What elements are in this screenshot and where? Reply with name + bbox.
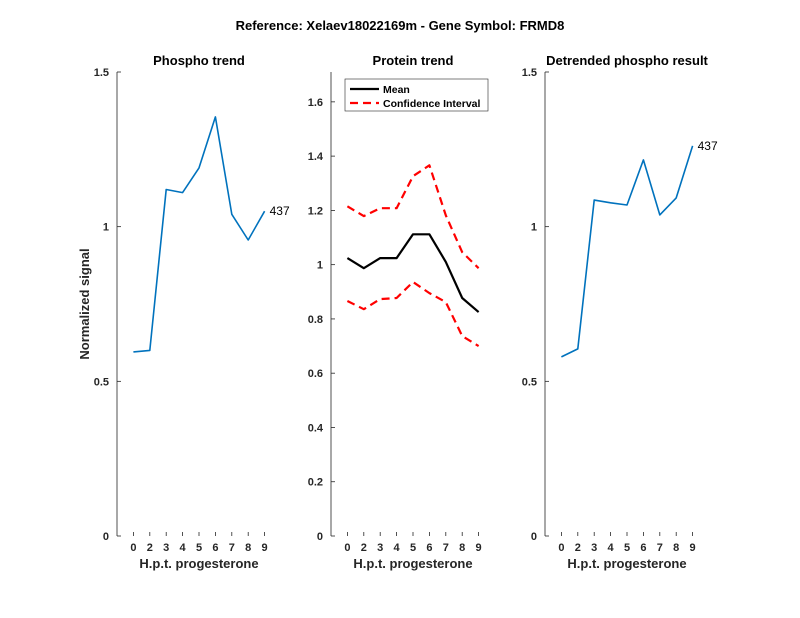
x-tick-label: 4 bbox=[394, 542, 401, 554]
y-tick-label: 0.4 bbox=[308, 422, 324, 434]
series-end-label: 437 bbox=[270, 204, 290, 218]
x-tick-label: 9 bbox=[476, 542, 482, 554]
y-tick-label: 0.5 bbox=[522, 376, 537, 388]
x-tick-label: 7 bbox=[229, 542, 235, 554]
x-tick-label: 7 bbox=[443, 542, 449, 554]
x-tick-label: 4 bbox=[608, 542, 615, 554]
x-tick-label: 3 bbox=[591, 542, 597, 554]
x-tick-label: 8 bbox=[673, 542, 679, 554]
y-tick-label: 0.5 bbox=[94, 376, 109, 388]
y-tick-label: 1 bbox=[531, 222, 537, 234]
series-line-437 bbox=[561, 145, 694, 358]
x-tick-label: 3 bbox=[163, 542, 169, 554]
x-tick-label: 5 bbox=[410, 542, 416, 554]
y-tick-label: 0 bbox=[103, 531, 109, 543]
x-tick-label: 8 bbox=[245, 542, 251, 554]
y-tick-label: 1.6 bbox=[308, 97, 323, 109]
y-tick-label: 1.2 bbox=[308, 205, 323, 217]
y-tick-label: 0.2 bbox=[308, 477, 323, 489]
y-tick-label: 1.5 bbox=[94, 67, 109, 79]
x-tick-label: 6 bbox=[640, 542, 646, 554]
figure-title: Reference: Xelaev18022169m - Gene Symbol… bbox=[236, 18, 565, 33]
x-tick-label: 0 bbox=[130, 542, 136, 554]
y-tick-label: 1 bbox=[103, 222, 109, 234]
y-tick-label: 0.8 bbox=[308, 314, 323, 326]
legend-entry-ci: Confidence Interval bbox=[383, 98, 481, 110]
x-tick-label: 6 bbox=[212, 542, 218, 554]
legend: Mean Confidence Interval bbox=[344, 78, 489, 112]
y-tick-label: 0 bbox=[317, 531, 323, 543]
x-tick-label: 3 bbox=[377, 542, 383, 554]
series-end-label: 437 bbox=[698, 139, 718, 153]
x-tick-label: 2 bbox=[361, 542, 367, 554]
x-tick-label: 5 bbox=[624, 542, 630, 554]
axes-title: Protein trend bbox=[373, 53, 454, 68]
y-tick-label: 0 bbox=[531, 531, 537, 543]
x-tick-label: 4 bbox=[180, 542, 187, 554]
series-line-437 bbox=[133, 116, 266, 353]
x-tick-label: 6 bbox=[426, 542, 432, 554]
x-tick-label: 0 bbox=[344, 542, 350, 554]
x-axis-label: H.p.t. progesterone bbox=[353, 556, 472, 571]
axes-title: Detrended phospho result bbox=[546, 53, 708, 68]
x-axis-label: H.p.t. progesterone bbox=[567, 556, 686, 571]
x-tick-label: 0 bbox=[558, 542, 564, 554]
y-tick-label: 1 bbox=[317, 260, 323, 272]
x-tick-label: 9 bbox=[262, 542, 268, 554]
x-tick-label: 5 bbox=[196, 542, 202, 554]
y-tick-label: 1.5 bbox=[522, 67, 537, 79]
x-axis-label: H.p.t. progesterone bbox=[139, 556, 258, 571]
x-tick-label: 9 bbox=[690, 542, 696, 554]
x-tick-label: 2 bbox=[147, 542, 153, 554]
y-tick-label: 0.6 bbox=[308, 368, 323, 380]
series-line-confidence-interval-upper- bbox=[346, 164, 480, 269]
legend-entry-mean: Mean bbox=[383, 84, 410, 96]
legend-box bbox=[344, 78, 489, 112]
x-tick-label: 8 bbox=[459, 542, 465, 554]
x-tick-label: 7 bbox=[657, 542, 663, 554]
axes-title: Phospho trend bbox=[153, 53, 245, 68]
x-tick-label: 2 bbox=[575, 542, 581, 554]
y-axis-label: Normalized signal bbox=[77, 248, 92, 359]
y-tick-label: 1.4 bbox=[308, 151, 324, 163]
